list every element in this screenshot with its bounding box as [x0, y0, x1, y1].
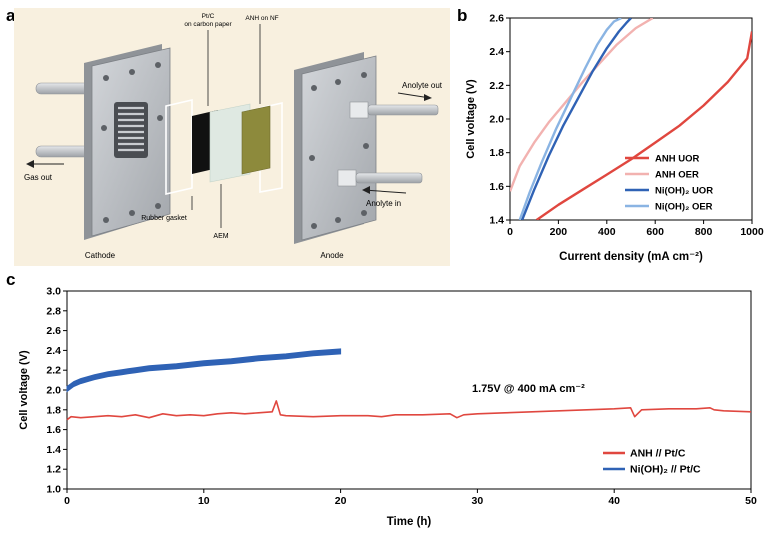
flow-field [114, 102, 148, 158]
chart-c-y-tick-label: 3.0 [46, 286, 61, 298]
chart-c-x-tick-label: 30 [472, 495, 484, 507]
anode-label: Anode [320, 251, 344, 260]
cathode-label: Cathode [85, 251, 116, 260]
series-line-anh-oer [510, 18, 654, 192]
chart-c-y-tick-label: 2.4 [46, 345, 61, 357]
chart-b-x-tick-label: 600 [646, 226, 664, 238]
legend-label-anh-oer: ANH OER [655, 170, 699, 181]
chart-c-annotation: 1.75V @ 400 mA cm⁻² [472, 383, 585, 395]
aem-label: AEM [213, 233, 228, 240]
series-band-ni-oh-pt-c [66, 348, 342, 393]
series-line-anh-pt-c [66, 400, 752, 421]
chart-c-y-tick-label: 1.2 [46, 464, 61, 476]
flow-arrows [26, 92, 432, 194]
chart-b-y-axis-label: Cell voltage (V) [465, 79, 477, 159]
chart-b-y-tick-label: 2.4 [489, 46, 504, 58]
chart-c-x-tick-label: 40 [608, 495, 620, 507]
rubber-gasket-label: Rubber gasket [141, 215, 187, 222]
anh-electrode [241, 105, 271, 175]
chart-b-x-tick-label: 200 [550, 226, 568, 238]
electrolyzer-schematic: Pt/C on carbon paper ANH on NF Anolyte o… [14, 8, 450, 266]
chart-c-y-tick-label: 2.6 [46, 325, 61, 337]
carbon-paper-label: on carbon paper [184, 21, 232, 28]
series-line-ni-oh-uor [520, 18, 632, 220]
legend-label-anh-pt-c: ANH // Pt/C [630, 448, 686, 460]
aem-membrane [209, 103, 251, 183]
series-line-anh-uor [535, 31, 752, 220]
chart-c-y-tick-label: 2.0 [46, 385, 61, 397]
chart-c-x-tick-label: 0 [64, 495, 70, 507]
chart-c-y-tick-label: 1.4 [46, 444, 61, 456]
chart-c-y-axis-label: Cell voltage (V) [18, 350, 30, 430]
chart-b-x-tick-label: 800 [695, 226, 713, 238]
cathode-bolt-holes [101, 62, 163, 223]
chart-b-x-axis-label: Current density (mA cm⁻²) [559, 251, 703, 263]
panel-label-a: a [6, 6, 16, 25]
chart-c-y-tick-label: 1.8 [46, 404, 61, 416]
chart-b-x-tick-label: 0 [507, 226, 513, 238]
chart-c-x-tick-label: 50 [745, 495, 757, 507]
legend-label-ni-oh-pt-c: Ni(OH)₂ // Pt/C [630, 464, 701, 476]
rubber-gasket-left [165, 98, 193, 196]
cathode-gas-pipes [35, 82, 93, 158]
chart-c-y-tick-label: 2.8 [46, 305, 61, 317]
chart-b-y-tick-label: 1.6 [489, 181, 504, 193]
anode-bolt-holes [309, 72, 369, 229]
anode-plate [294, 52, 439, 244]
panel-label-c: c [6, 270, 16, 289]
legend-label-ni-oh-oer: Ni(OH)₂ OER [655, 202, 713, 213]
pt-c-label: Pt/C [202, 13, 215, 20]
gas-out-label: Gas out [24, 173, 53, 182]
leader-lines [191, 24, 261, 228]
series-line-ni-oh-oer [518, 18, 622, 220]
anolyte-in-label: Anolyte in [366, 199, 401, 208]
polarization-chart: 0 200 400 600 800 1000 1.41.61.82.02.22.42.6 … [465, 13, 764, 264]
cathode-plate [84, 44, 171, 240]
chart-b-y-tick-label: 2.2 [489, 80, 504, 92]
chart-c-x-axis-label: Time (h) [387, 516, 432, 528]
chart-b-y-tick-label: 2.6 [489, 13, 504, 25]
chart-c-y-tick-label: 1.6 [46, 424, 61, 436]
chart-b-x-tick-label: 400 [598, 226, 616, 238]
chart-c-x-tick-label: 10 [198, 495, 210, 507]
chart-c-x-tick-label: 20 [335, 495, 347, 507]
chart-b-y-tick-label: 1.4 [489, 215, 504, 227]
chart-b-y-tick-label: 1.8 [489, 147, 504, 159]
chart-b-y-tick-label: 2.0 [489, 114, 504, 126]
chart-c-y-tick-label: 1.0 [46, 484, 61, 496]
anode-fittings [337, 101, 439, 187]
chart-b-x-tick-label: 1000 [740, 226, 764, 238]
legend-label-anh-uor: ANH UOR [655, 154, 699, 165]
panel-label-b: b [457, 6, 468, 25]
anh-on-nf-label: ANH on NF [245, 15, 278, 22]
legend-label-ni-oh-uor: Ni(OH)₂ UOR [655, 186, 713, 197]
anolyte-out-label: Anolyte out [402, 81, 443, 90]
chart-c-y-tick-label: 2.2 [46, 365, 61, 377]
stability-chart: 0 10 20 30 40 50 1.0 1.2 1.4 1.6 1.8 2.0 2.2 2.4 2.6 2… [18, 286, 757, 529]
